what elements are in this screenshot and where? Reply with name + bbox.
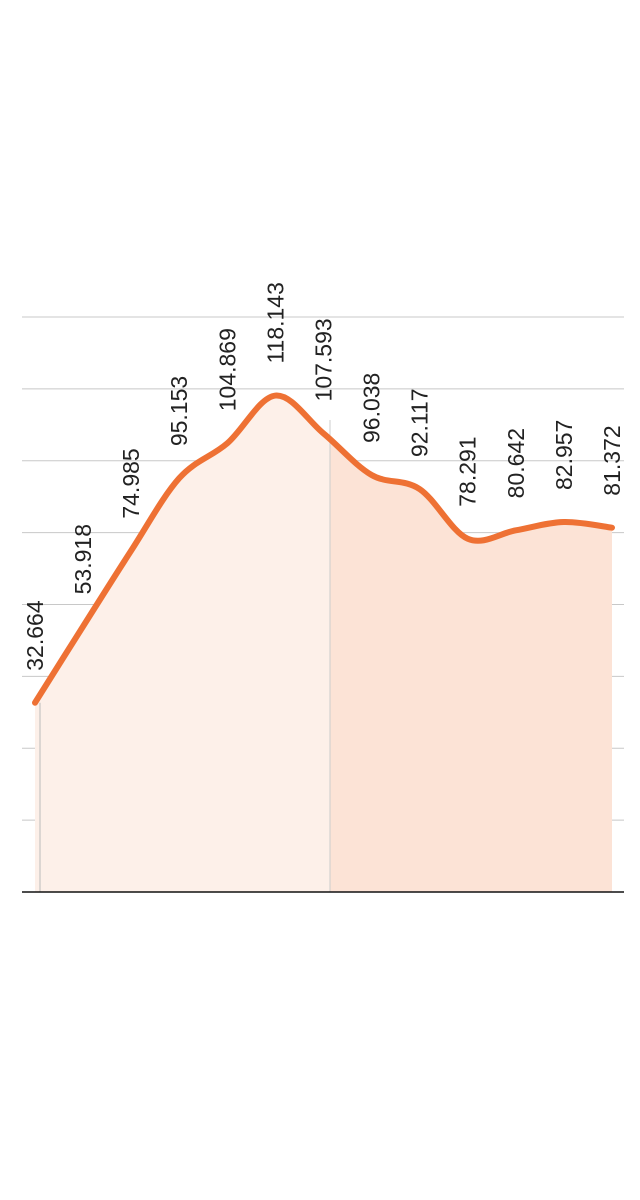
value-label: 53.918 xyxy=(70,524,96,594)
area-dark xyxy=(330,439,612,892)
value-label: 78.291 xyxy=(455,436,481,506)
value-label: 80.642 xyxy=(503,428,529,498)
value-label: 32.664 xyxy=(22,600,48,671)
value-label: 107.593 xyxy=(311,318,337,401)
value-label: 104.869 xyxy=(214,328,240,411)
value-label: 92.117 xyxy=(407,388,433,457)
value-label: 95.153 xyxy=(166,376,192,446)
value-label: 96.038 xyxy=(359,373,385,443)
area-light xyxy=(35,395,330,892)
line xyxy=(32,392,615,706)
value-label: 118.143 xyxy=(262,282,288,363)
value-label: 82.957 xyxy=(551,420,577,490)
value-label: 74.985 xyxy=(118,448,144,518)
value-label: 81.372 xyxy=(599,425,625,495)
